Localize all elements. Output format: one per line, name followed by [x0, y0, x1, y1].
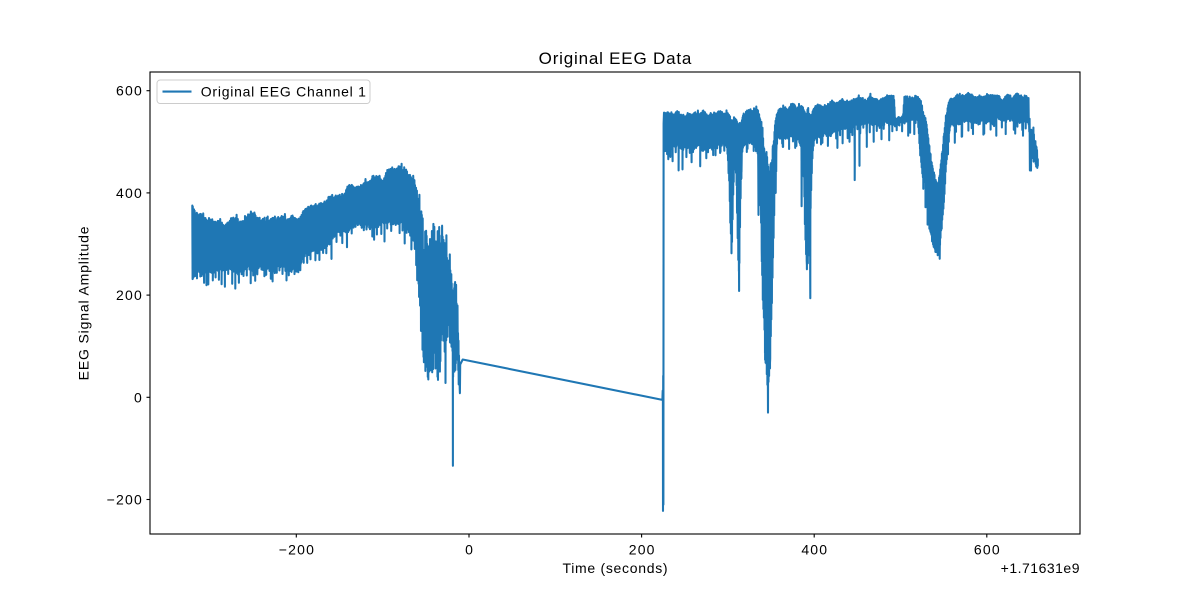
svg-text:400: 400 — [801, 542, 828, 558]
svg-text:400: 400 — [116, 185, 143, 201]
svg-text:200: 200 — [629, 542, 656, 558]
svg-text:Original EEG Channel 1: Original EEG Channel 1 — [201, 83, 367, 99]
svg-text:EEG Signal Amplitude: EEG Signal Amplitude — [76, 226, 92, 381]
svg-text:−200: −200 — [107, 492, 143, 508]
svg-text:0: 0 — [465, 542, 474, 558]
svg-text:200: 200 — [116, 287, 143, 303]
svg-text:600: 600 — [116, 83, 143, 99]
svg-text:0: 0 — [134, 389, 143, 405]
svg-text:Time (seconds): Time (seconds) — [563, 560, 669, 576]
svg-text:600: 600 — [974, 542, 1001, 558]
svg-text:−200: −200 — [279, 542, 315, 558]
svg-text:Original EEG Data: Original EEG Data — [539, 49, 692, 68]
svg-text:+1.71631e9: +1.71631e9 — [1001, 560, 1080, 576]
